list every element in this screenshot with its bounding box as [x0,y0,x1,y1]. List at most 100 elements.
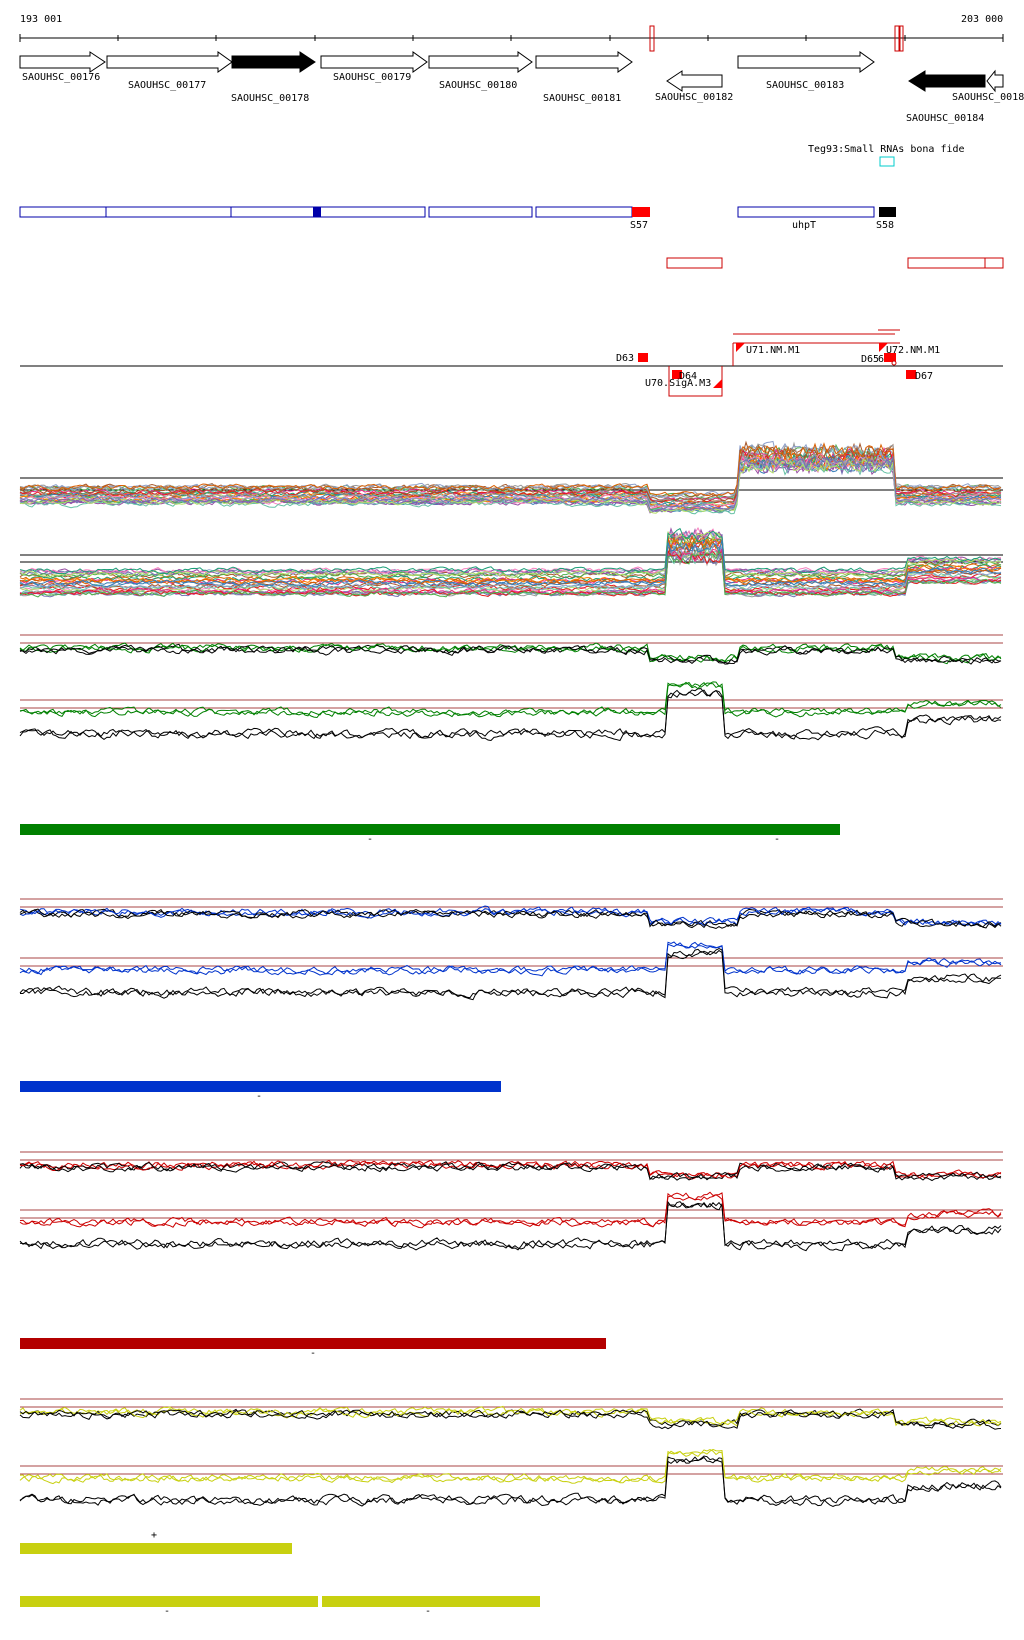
condition-profile [19,1455,1002,1507]
label-u70: U70.SigA.M3 [645,378,711,389]
strand-mark: - [256,1091,262,1102]
gene-arrow-00184[interactable] [908,70,986,92]
gene-arrow-00177[interactable] [106,51,233,73]
condition-profile [19,1456,1002,1507]
multi-condition-profile [19,549,1002,598]
multi-condition-profile [19,530,1002,577]
gene-label-00177: SAOUHSC_00177 [128,80,206,91]
gene-arrow-00178[interactable] [231,51,316,73]
start-coordinate: 193 001 [20,14,62,25]
multi-condition-profile [19,442,1002,497]
label-u71: U71.NM.M1 [746,345,800,356]
end-coordinate: 203 000 [961,14,1003,25]
gene-label-00185: SAOUHSC_0018 [952,92,1024,103]
multi-condition-profile [19,531,1002,579]
condition-bar-blue [20,1081,501,1092]
gene-label-00178: SAOUHSC_00178 [231,93,309,104]
condition-bar-red [20,1338,606,1349]
gene-arrow-00185[interactable] [986,69,1004,93]
gene-arrow-00179[interactable] [320,51,428,73]
multi-condition-profile [19,456,1002,513]
multi-condition-profile [19,531,1002,579]
multi-condition-profile [19,449,1002,504]
multi-condition-profile [19,457,1002,514]
strand-mark: - [425,1606,431,1617]
small-rna-feature[interactable] [879,156,895,167]
condition-profile [19,1191,1002,1228]
label-d66: 6 [878,354,884,365]
gene-arrow-00183[interactable] [737,51,875,73]
strand-mark: - [774,834,780,845]
label-d65: D65 [861,354,879,365]
condition-profile [19,1161,1002,1181]
multi-condition-profile [19,527,1002,575]
gene-arrow-00176[interactable] [19,51,106,73]
label-s58: S58 [876,220,894,231]
condition-profile [19,681,1002,719]
condition-profile [19,689,1002,742]
condition-profile [19,905,1002,926]
condition-profile [19,943,1002,977]
gene-label-00182: SAOUHSC_00182 [655,92,733,103]
operon-track: S57 uhpT S58 [19,206,1004,269]
multi-condition-profile [20,545,1002,591]
condition-profile [19,908,1002,930]
condition-profile [19,1449,1002,1484]
coordinate-ruler: 193 001 203 000 [19,14,1004,52]
strand-mark: + [151,1530,157,1541]
multi-condition-profile [19,535,1002,583]
label-uhpt: uhpT [792,220,816,231]
condition-profile [19,1405,1002,1427]
multi-condition-profile [19,538,1002,586]
condition-profile [19,1202,1002,1252]
condition-bar-olive [20,1596,318,1607]
strand-mark: - [164,1606,170,1617]
label-d63: D63 [616,353,634,364]
small-rna-label: Teg93:Small RNAs bona fide [808,144,965,155]
gene-label-00180: SAOUHSC_00180 [439,80,517,91]
condition-profile [19,1192,1002,1229]
condition-bar-green [20,824,840,835]
gene-label-00181: SAOUHSC_00181 [543,93,621,104]
gene-label-00176: SAOUHSC_00176 [22,72,100,83]
gene-arrow-00182[interactable] [666,70,723,92]
multi-condition-profile [19,527,1002,575]
condition-bar-olive [322,1596,540,1607]
gene-arrow-00181[interactable] [535,51,633,73]
condition-profile [19,1408,1002,1430]
small-rna-track: Teg93:Small RNAs bona fide [808,144,965,167]
multi-condition-profile [19,540,1002,590]
segmentation-track: D63 D64 U70.SigA.M3 U71.NM.M1 U72.NM.M1 … [20,329,1003,397]
multi-condition-profile [19,539,1002,588]
gene-track: SAOUHSC_00176 SAOUHSC_00177 SAOUHSC_0017… [19,51,1024,124]
label-d67: D67 [915,371,933,382]
condition-bars: - - - - + - - [20,824,840,1617]
gene-label-00184: SAOUHSC_00184 [906,113,984,124]
condition-profile [19,1200,1002,1252]
condition-profile [19,681,1002,718]
gene-label-00179: SAOUHSC_00179 [333,72,411,83]
strand-mark: - [367,834,373,845]
multi-condition-profile [19,547,1002,596]
condition-profile [19,688,1002,742]
multi-condition-profile [19,459,1002,515]
condition-profile [19,908,1002,929]
label-s57: S57 [630,220,648,231]
strand-mark: - [310,1348,316,1359]
expression-profiles [19,440,1003,1507]
condition-profile [19,1448,1002,1485]
condition-profile [20,948,1001,1001]
condition-bar-olive [20,1543,292,1554]
multi-condition-profile [19,526,1001,576]
multi-condition-profile [19,530,1002,577]
gene-label-00183: SAOUHSC_00183 [766,80,844,91]
label-u72: U72.NM.M1 [886,345,940,356]
condition-profile [19,1406,1002,1427]
multi-condition-profile [19,446,1002,502]
multi-condition-profile [19,540,1002,591]
condition-profile [19,941,1002,976]
label-d64: D64 [679,371,697,382]
condition-profile [19,644,1002,665]
gene-arrow-00180[interactable] [428,51,533,73]
